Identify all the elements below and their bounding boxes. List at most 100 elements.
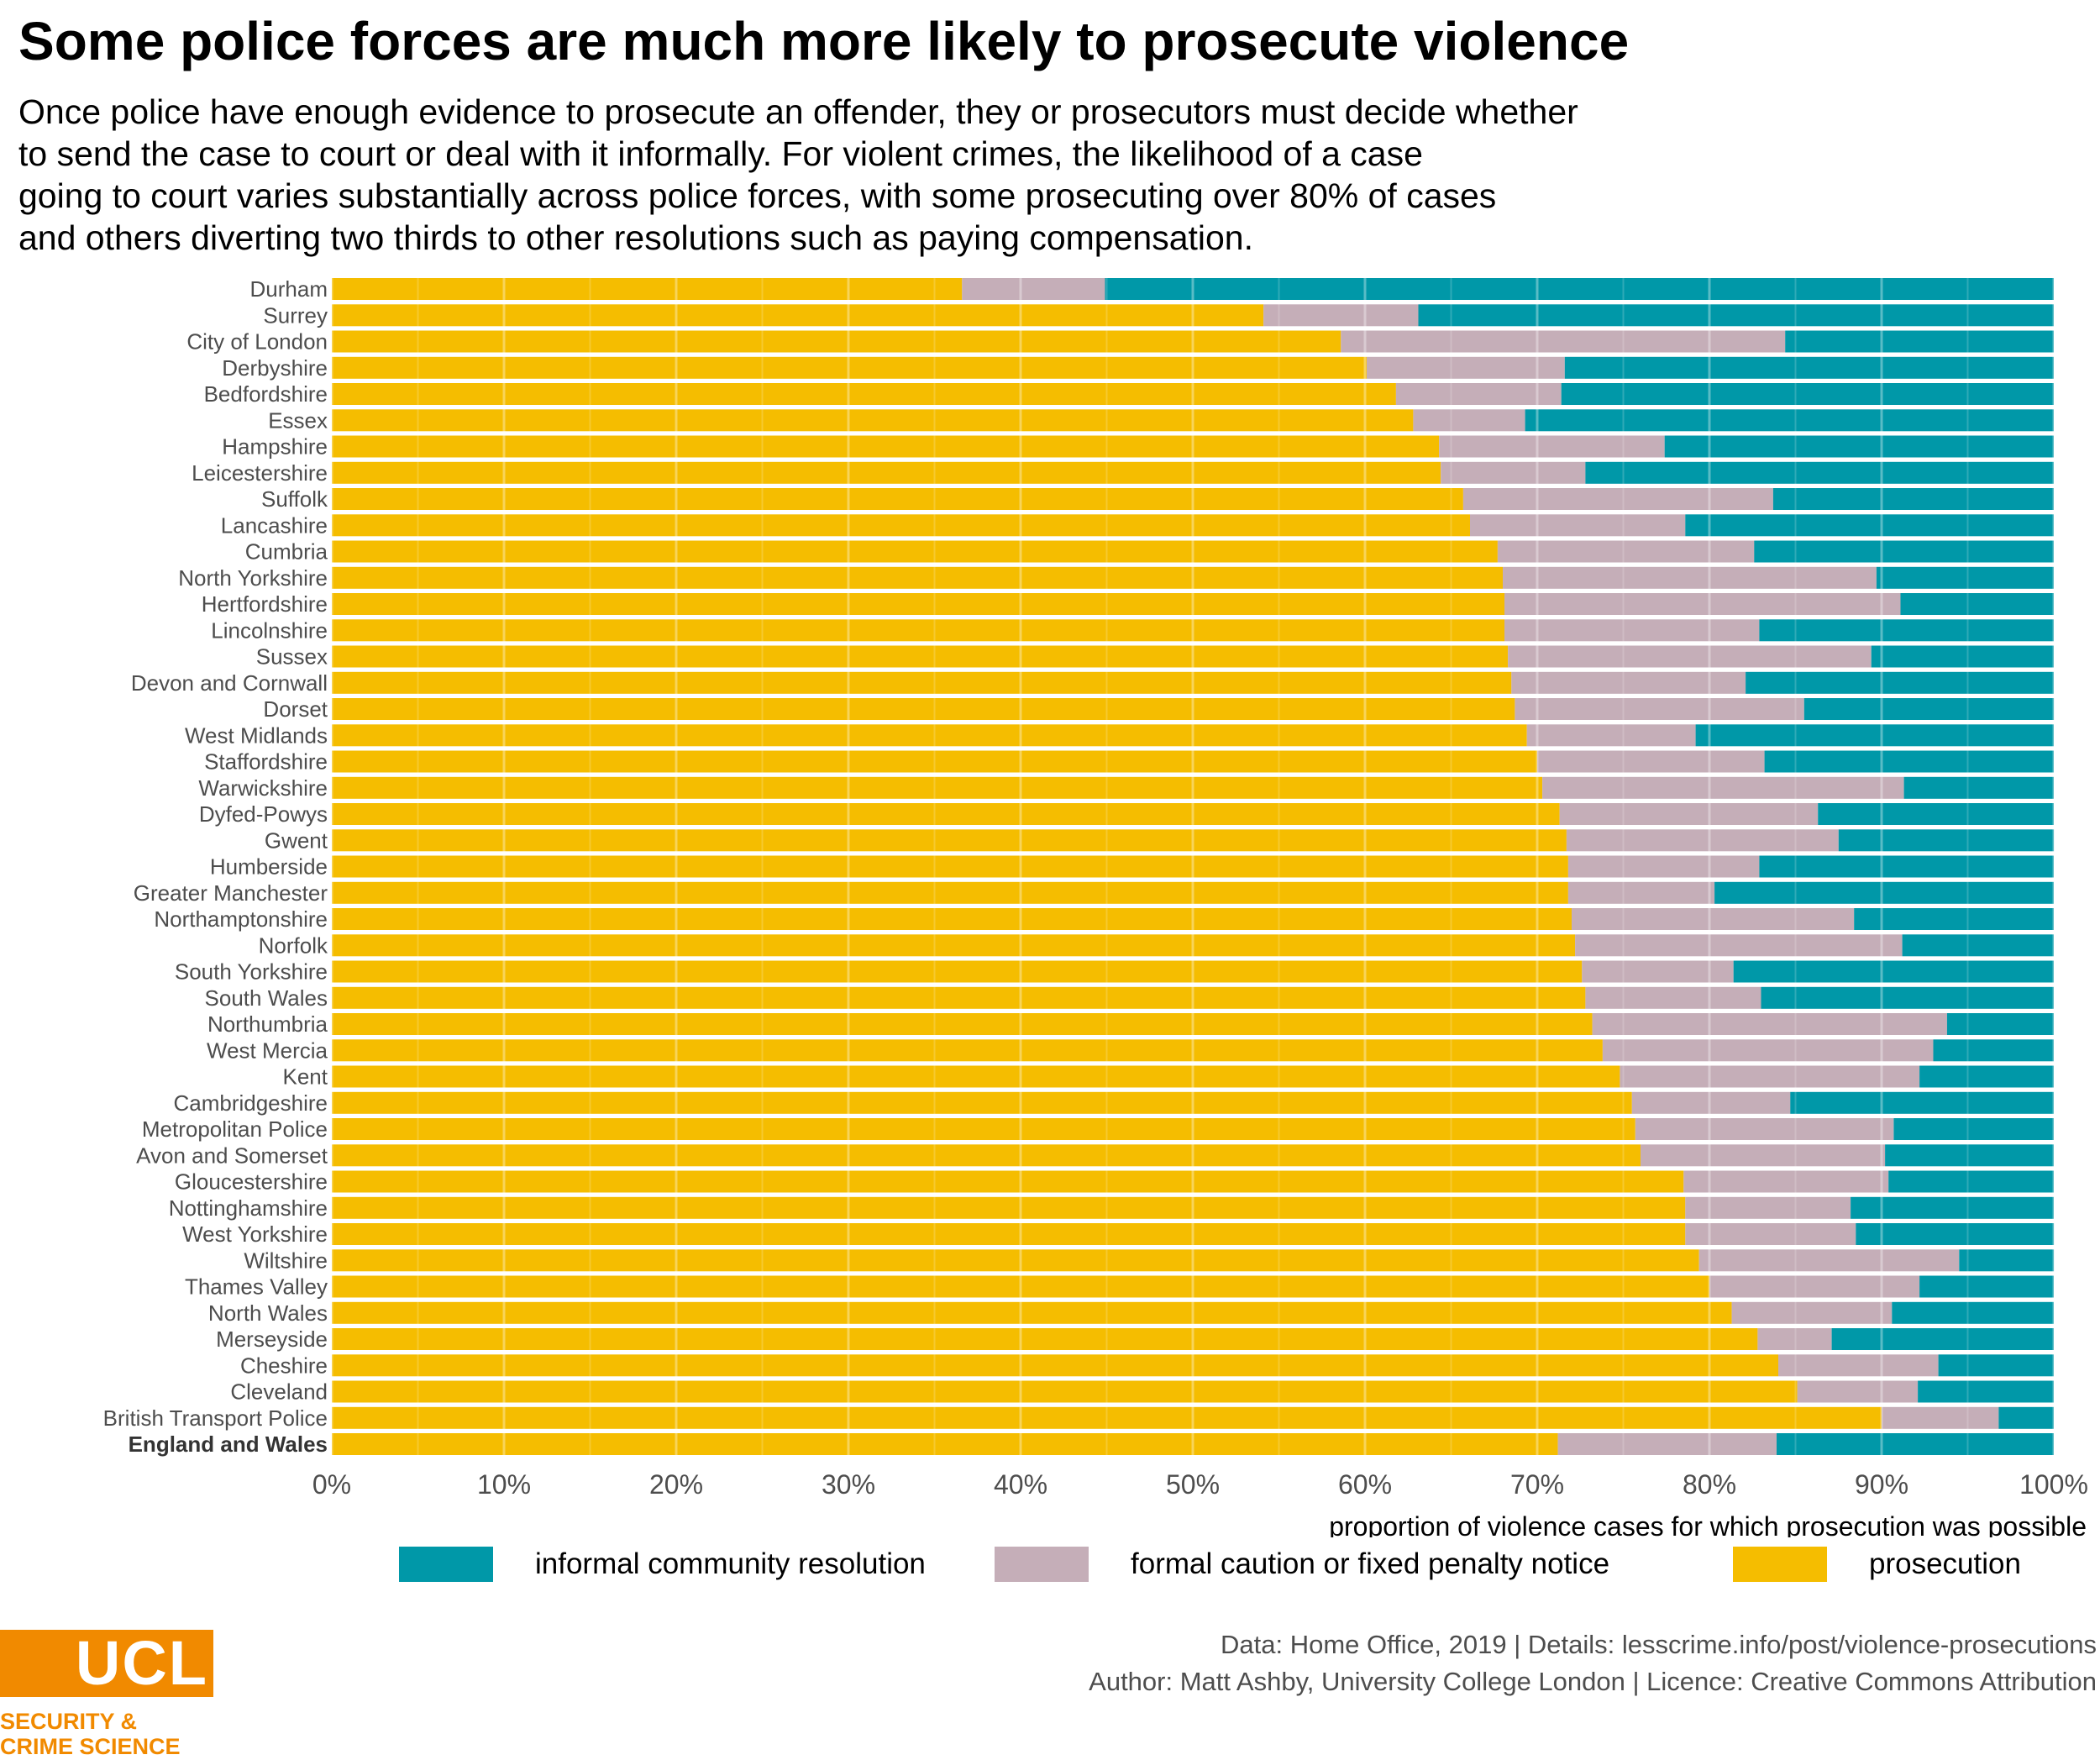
legend-swatch-formal: [995, 1547, 1089, 1582]
bar-segment-informal: [1876, 566, 2054, 589]
y-axis-label: Humberside: [210, 854, 328, 880]
bar-segment-formal: [1641, 1144, 1886, 1167]
bar-segment-informal: [1918, 1380, 2054, 1403]
bar-segment-prosecution: [332, 881, 1568, 904]
bar-segment-prosecution: [332, 304, 1264, 327]
y-axis-label: Nottinghamshire: [169, 1195, 328, 1221]
subtitle-line: going to court varies substantially acro…: [18, 176, 1497, 215]
bar-segment-prosecution: [332, 698, 1515, 720]
x-axis-ticks: 0% 10% 20% 30% 40% 50% 60% 70% 80% 90% 100%: [312, 1469, 2088, 1500]
y-axis-label: Kent: [283, 1064, 328, 1090]
bar-segment-informal: [1585, 461, 2054, 484]
y-axis-label: Sussex: [256, 644, 328, 670]
bar-segment-prosecution: [332, 986, 1586, 1009]
bar-segment-prosecution: [332, 278, 963, 300]
y-axis-label: Northumbria: [207, 1011, 328, 1037]
bar-segment-prosecution: [332, 855, 1568, 878]
y-axis-label: Thames Valley: [185, 1274, 328, 1300]
y-axis-label: Cumbria: [245, 539, 328, 565]
bar-segment-prosecution: [332, 593, 1504, 615]
y-axis-label: Warwickshire: [198, 775, 328, 801]
ucl-logo-wordmark: UCL: [0, 1630, 213, 1697]
y-axis-label: England and Wales: [129, 1432, 328, 1457]
y-axis-label: Metropolitan Police: [142, 1116, 328, 1142]
bar-segment-formal: [1511, 671, 1746, 694]
y-axis-label: City of London: [186, 329, 328, 355]
bar-segment-formal: [1582, 960, 1734, 983]
subtitle-line: and others diverting two thirds to other…: [18, 218, 1253, 257]
bar-segment-informal: [1893, 1118, 2054, 1140]
bar-segment-formal: [1497, 540, 1755, 563]
bar-segment-prosecution: [332, 514, 1470, 537]
legend-item-prosecution: prosecution: [1733, 1539, 2021, 1589]
legend-label-prosecution: prosecution: [1869, 1547, 2021, 1580]
legend-label-formal: formal caution or fixed penalty notice: [1131, 1547, 1610, 1580]
y-axis-label: Derbyshire: [222, 355, 328, 381]
bar-segment-formal: [1685, 1223, 1856, 1245]
bar-segment-formal: [1709, 1275, 1920, 1298]
x-tick-label: 100%: [2019, 1469, 2088, 1500]
bar-segment-formal: [1882, 1406, 1999, 1429]
y-axis-label: Staffordshire: [204, 749, 328, 775]
y-axis-label: Leicestershire: [192, 460, 328, 486]
bar-segment-informal: [1938, 1354, 2054, 1377]
bar-segment-formal: [1620, 1065, 1920, 1088]
bar-segment-informal: [1854, 908, 2054, 930]
bar-segment-formal: [1585, 986, 1761, 1009]
bar-segment-prosecution: [332, 776, 1543, 799]
chart-subtitle: Once police have enough evidence to pros…: [18, 91, 1866, 259]
bar-segment-formal: [1441, 461, 1586, 484]
y-axis-label: Dorset: [263, 696, 328, 722]
bar-segment-prosecution: [332, 488, 1463, 510]
bar-segment-prosecution: [332, 1039, 1603, 1062]
bar-segment-prosecution: [332, 566, 1503, 589]
bar-segment-prosecution: [332, 619, 1504, 642]
bar-segment-formal: [1602, 1039, 1934, 1062]
x-tick-label: 90%: [1855, 1469, 1908, 1500]
author-credit: Author: Matt Ashby, University College L…: [1089, 1667, 2097, 1696]
bar-segment-formal: [1572, 908, 1855, 930]
bar-segment-informal: [1564, 356, 2054, 379]
bar-segment-informal: [1759, 855, 2054, 878]
y-axis-label: South Yorkshire: [175, 959, 328, 985]
y-axis-label: Cheshire: [240, 1353, 328, 1378]
department-name-line1: SECURITY &: [0, 1709, 138, 1734]
y-axis-label: Cleveland: [230, 1379, 328, 1405]
y-axis-label: Northamptonshire: [154, 906, 328, 932]
legend-swatch-informal: [399, 1547, 493, 1582]
subtitle-line: Once police have enough evidence to pros…: [18, 92, 1578, 131]
bar-segment-formal: [1566, 829, 1839, 852]
bar-segment-formal: [1685, 1196, 1851, 1219]
bar-segment-formal: [1731, 1301, 1893, 1324]
bar-segment-prosecution: [332, 1013, 1593, 1035]
bar-segment-formal: [1575, 934, 1903, 957]
x-tick-label: 60%: [1338, 1469, 1392, 1500]
x-tick-label: 10%: [477, 1469, 531, 1500]
bar-segment-informal: [1946, 1013, 2054, 1035]
bar-segment-prosecution: [332, 645, 1509, 668]
bar-segment-formal: [1537, 750, 1765, 773]
bars-layer: [332, 278, 2055, 1455]
y-axis-label: Wiltshire: [244, 1248, 328, 1273]
y-axis-label: North Yorkshire: [178, 565, 328, 591]
y-axis-label: Bedfordshire: [204, 381, 328, 407]
bar-segment-formal: [1567, 881, 1715, 904]
bar-segment-prosecution: [332, 829, 1567, 852]
bar-segment-informal: [1761, 986, 2054, 1009]
bar-segment-formal: [1778, 1354, 1939, 1377]
bar-segment-prosecution: [332, 724, 1527, 747]
bar-segment-prosecution: [332, 908, 1572, 930]
x-tick-label: 0%: [312, 1469, 351, 1500]
bar-segment-prosecution: [332, 1065, 1620, 1088]
bar-segment-informal: [1933, 1039, 2054, 1062]
bar-segment-informal: [1919, 1275, 2054, 1298]
bar-segment-formal: [1631, 1091, 1791, 1114]
bar-segment-prosecution: [332, 750, 1537, 773]
y-axis-label: Gwent: [265, 827, 328, 853]
y-axis-label: Greater Manchester: [134, 880, 328, 906]
bar-segment-informal: [1759, 619, 2054, 642]
bar-segment-informal: [1851, 1196, 2054, 1219]
bar-segment-prosecution: [332, 461, 1441, 484]
